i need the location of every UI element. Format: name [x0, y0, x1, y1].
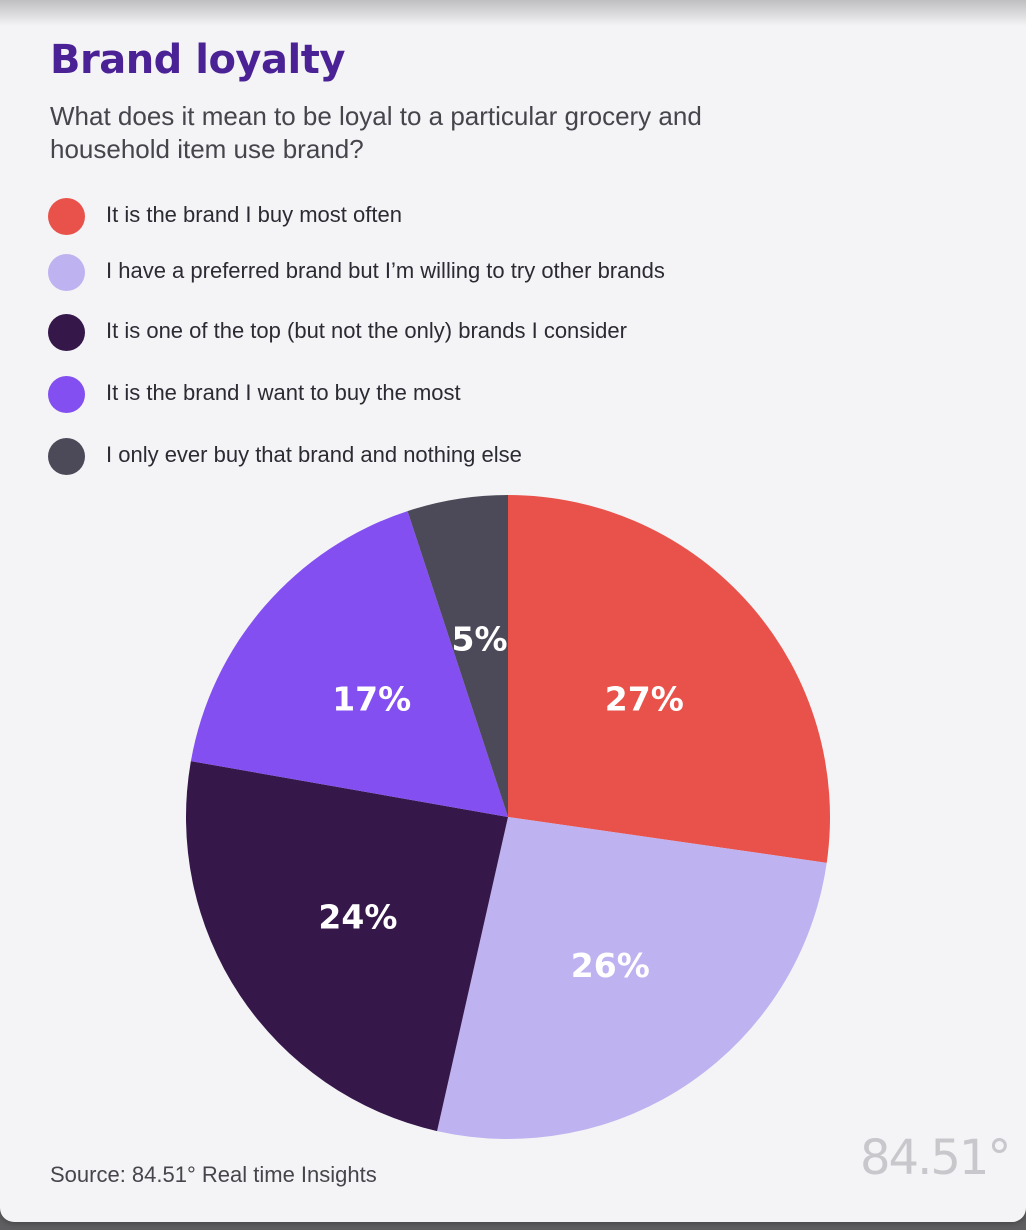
pie-slice: [407, 495, 508, 817]
slice-label: 17%: [332, 679, 411, 718]
pie-slice: [508, 495, 830, 863]
slice-label: 27%: [605, 679, 684, 718]
pie-slice: [185, 761, 509, 1132]
pie-slice: [190, 511, 508, 817]
legend-label: It is the brand I want to buy the most: [106, 380, 461, 405]
legend-label: I only ever buy that brand and nothing e…: [106, 442, 522, 467]
slice-label: 24%: [318, 897, 397, 936]
brand-logo: 84.51°: [860, 1130, 1011, 1186]
chart-title: Brand loyalty: [50, 37, 345, 83]
legend-swatch: [48, 376, 85, 413]
legend-label: I have a preferred brand but I’m willing…: [106, 258, 665, 283]
pie-slice: [437, 817, 827, 1140]
brand-logo-text: 84.51°: [860, 1130, 1011, 1186]
source-note: Source: 84.51° Real time Insights: [50, 1162, 377, 1187]
legend-label: It is the brand I buy most often: [106, 202, 402, 227]
legend-swatch: [48, 254, 85, 291]
top-shadow: [0, 0, 1026, 26]
legend-swatch: [48, 198, 85, 235]
legend-swatch: [48, 314, 85, 351]
legend-label: It is one of the top (but not the only) …: [106, 318, 627, 343]
legend-swatch: [48, 438, 85, 475]
slice-label: 5%: [451, 619, 507, 658]
chart-subtitle: What does it mean to be loyal to a parti…: [50, 101, 702, 164]
slice-label: 26%: [571, 946, 650, 985]
